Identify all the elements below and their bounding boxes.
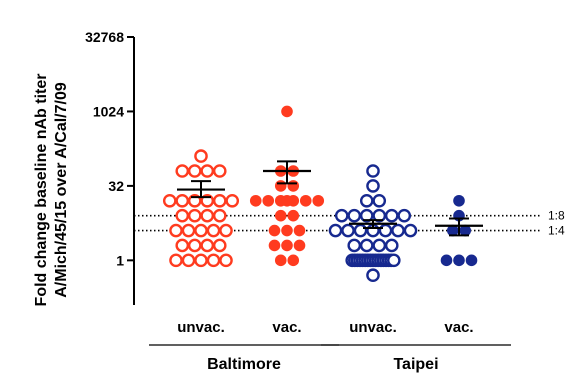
data-point <box>391 223 405 238</box>
x-category-label: vac. <box>272 319 301 336</box>
data-point <box>175 193 190 208</box>
data-point <box>200 208 215 223</box>
data-point <box>274 254 287 267</box>
data-point <box>384 208 399 223</box>
data-point <box>274 180 287 192</box>
y-axis-label-line-1: Fold change baseline nAb titer <box>33 74 50 307</box>
site-label: Taipei <box>393 356 438 373</box>
data-point <box>194 253 208 268</box>
data-point <box>162 193 177 208</box>
data-point <box>187 238 202 253</box>
site-label: Baltimore <box>207 356 281 373</box>
data-point <box>359 208 374 223</box>
data-point <box>200 164 215 178</box>
data-point <box>187 208 202 223</box>
data-point <box>353 223 368 238</box>
data-point <box>181 223 196 238</box>
data-point <box>194 223 208 238</box>
data-point <box>372 208 387 223</box>
data-point <box>175 208 190 223</box>
data-point <box>175 238 190 253</box>
data-point <box>378 223 393 238</box>
data-point <box>249 194 262 207</box>
data-point <box>366 179 380 193</box>
data-point <box>281 105 293 118</box>
data-point <box>328 223 343 238</box>
data-point <box>293 224 306 237</box>
x-category-label: vac. <box>444 319 473 336</box>
data-point <box>341 223 355 238</box>
data-point <box>397 208 412 223</box>
data-point <box>206 253 221 268</box>
data-point <box>384 238 399 253</box>
y-tick-label: 1024 <box>93 103 124 119</box>
data-points <box>162 105 478 283</box>
x-category-label: unvac. <box>177 319 225 336</box>
data-point <box>225 193 240 208</box>
error-bars <box>177 160 483 237</box>
data-point <box>187 164 202 178</box>
data-point <box>274 209 287 222</box>
reference-line-label: 1:4 <box>548 224 565 238</box>
data-point <box>465 254 478 267</box>
data-point <box>206 223 221 238</box>
x-category-label: unvac. <box>349 319 397 336</box>
data-point <box>169 253 183 268</box>
data-point <box>281 194 293 207</box>
data-point <box>293 239 306 252</box>
data-point <box>219 223 233 238</box>
data-point <box>440 254 453 267</box>
y-axis-label-line-2: A/Mich/45/15 over A/Cal/7/09 <box>53 82 70 298</box>
data-point <box>200 238 215 253</box>
data-point <box>347 238 362 253</box>
data-point <box>446 224 459 237</box>
data-point <box>281 224 293 237</box>
data-point <box>212 193 227 208</box>
reference-line-label: 1:8 <box>548 209 565 223</box>
data-point <box>453 254 465 267</box>
y-tick-label: 1 <box>116 252 124 268</box>
data-point <box>181 253 196 268</box>
data-point <box>366 268 380 283</box>
y-axis-label: Fold change baseline nAb titer A/Mich/45… <box>33 74 70 307</box>
data-point <box>268 224 281 237</box>
data-point <box>459 224 472 237</box>
data-point <box>268 239 281 252</box>
data-point <box>372 238 387 253</box>
data-point <box>372 193 387 208</box>
y-tick-label: 32768 <box>85 29 124 45</box>
data-point <box>212 238 227 253</box>
data-point <box>287 254 300 267</box>
data-point <box>175 164 190 178</box>
data-point <box>312 194 325 207</box>
x-axis-labels: unvac. vac. unvac. vac. Baltimore Taipei <box>149 319 511 373</box>
data-point <box>212 164 227 178</box>
data-point <box>334 208 349 223</box>
y-ticks: 1 32 1024 32768 <box>85 29 134 268</box>
data-point <box>453 194 465 207</box>
data-point <box>262 194 275 207</box>
data-point <box>212 208 227 223</box>
data-point <box>359 238 374 253</box>
data-point <box>194 149 208 163</box>
reference-lines: 1:81:4 <box>134 209 565 238</box>
data-point <box>287 180 300 192</box>
y-tick-label: 32 <box>108 178 124 194</box>
data-point <box>169 223 183 238</box>
data-point <box>366 164 380 178</box>
data-point <box>386 253 401 268</box>
data-point <box>359 193 374 208</box>
data-point <box>347 208 362 223</box>
data-point <box>403 223 418 238</box>
data-point <box>219 253 233 268</box>
data-point <box>299 194 312 207</box>
data-point <box>287 209 300 222</box>
data-point <box>281 239 293 252</box>
